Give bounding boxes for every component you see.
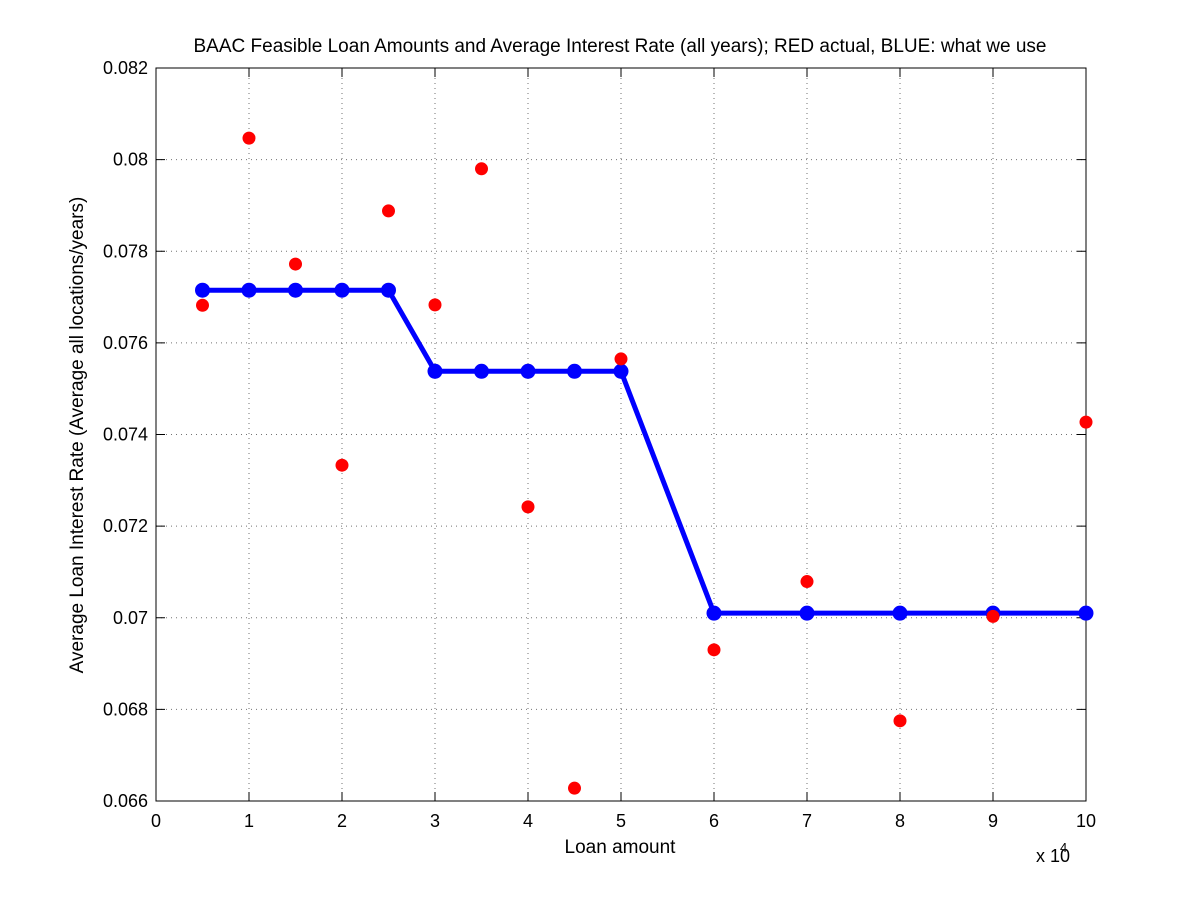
data-point — [382, 204, 395, 218]
y-tick-label: 0.068 — [103, 699, 148, 719]
x-axis-label: Loan amount — [565, 837, 677, 858]
data-point — [1078, 605, 1094, 621]
series-blue-used — [195, 282, 1094, 621]
y-tick-label: 0.066 — [103, 791, 148, 811]
x-tick-label: 2 — [337, 811, 347, 831]
data-point — [241, 282, 257, 298]
data-point — [799, 605, 815, 621]
x-multiplier-exponent: 4 — [1060, 840, 1067, 855]
x-tick-label: 9 — [988, 811, 998, 831]
data-point — [1079, 415, 1093, 429]
data-point — [707, 643, 721, 657]
x-tick-label: 3 — [430, 811, 440, 831]
data-point — [381, 282, 396, 298]
data-point — [986, 609, 1000, 623]
data-point — [195, 282, 210, 298]
x-tick-label: 5 — [616, 811, 626, 831]
x-tick-label: 4 — [523, 811, 533, 831]
series-red-actual — [196, 131, 1093, 795]
x-tick-label: 1 — [244, 811, 254, 831]
data-point — [567, 363, 582, 379]
y-tick-label: 0.08 — [113, 150, 148, 170]
data-point — [892, 605, 908, 621]
y-tick-label: 0.082 — [103, 58, 148, 78]
data-point — [427, 363, 443, 379]
chart-title: BAAC Feasible Loan Amounts and Average I… — [194, 36, 1047, 57]
data-point — [568, 781, 581, 795]
data-point — [613, 363, 629, 379]
x-tick-label: 8 — [895, 811, 905, 831]
data-point — [521, 500, 535, 514]
y-tick-label: 0.078 — [103, 241, 148, 261]
y-tick-label: 0.072 — [103, 516, 148, 536]
x-multiplier-base: x 10 — [1036, 846, 1070, 866]
series-layer — [195, 131, 1094, 795]
data-point — [800, 575, 814, 589]
data-point — [893, 714, 907, 728]
x-tick-label: 6 — [709, 811, 719, 831]
data-point — [706, 605, 722, 621]
data-point — [335, 458, 349, 472]
data-point — [288, 282, 303, 298]
y-tick-label: 0.074 — [103, 425, 148, 445]
data-point — [242, 131, 256, 145]
data-point — [334, 282, 350, 298]
x-tick-label: 7 — [802, 811, 812, 831]
grid-lines — [156, 68, 1086, 801]
data-point — [289, 257, 302, 271]
y-tick-labels: 0.066 0.068 0.07 0.072 0.074 0.076 0.078 0.08 0.… — [103, 58, 148, 811]
data-point — [428, 298, 442, 312]
x-axis-multiplier: x 10 4 — [1036, 840, 1070, 866]
data-point — [475, 162, 488, 176]
x-tick-label: 10 — [1076, 811, 1096, 831]
data-point — [474, 363, 489, 379]
data-point — [614, 352, 628, 366]
x-tick-label: 0 — [151, 811, 161, 831]
data-point — [520, 363, 536, 379]
y-tick-label: 0.07 — [113, 608, 148, 628]
y-axis-label: Average Loan Interest Rate (Average all … — [67, 197, 88, 674]
y-tick-label: 0.076 — [103, 333, 148, 353]
data-point — [196, 298, 209, 312]
x-tick-labels: 0 1 2 3 4 5 6 7 8 9 10 — [151, 811, 1096, 831]
